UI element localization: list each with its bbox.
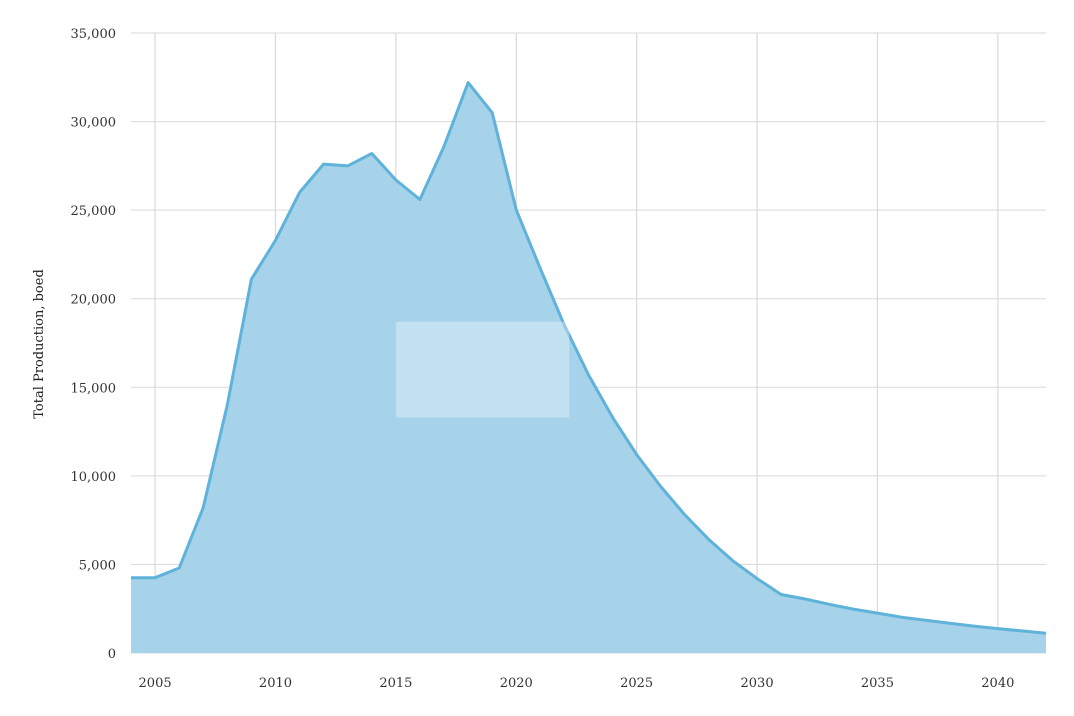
x-tick-label: 2005: [139, 676, 172, 691]
highlight-rect: [395, 321, 570, 418]
x-tick-label: 2015: [379, 676, 412, 691]
highlight-band: [395, 321, 570, 418]
x-tick-label: 2025: [620, 676, 653, 691]
x-axis-ticks: 2005 2010 2015 2020 2025 2030 2035 2040: [139, 676, 1015, 691]
area-fill: [131, 82, 1046, 654]
y-tick-label: 0: [108, 647, 116, 662]
x-tick-label: 2010: [259, 676, 292, 691]
y-tick-label: 35,000: [71, 27, 117, 42]
y-tick-label: 20,000: [71, 293, 117, 308]
area-series: [131, 81, 1047, 654]
series-line: [131, 81, 1047, 635]
y-tick-label: 10,000: [71, 470, 117, 485]
y-tick-label: 15,000: [71, 381, 117, 396]
y-axis-ticks: 0 5,000 10,000 15,000 20,000 25,000 30,000 35,0…: [71, 27, 117, 662]
x-tick-label: 2030: [741, 676, 774, 691]
y-tick-label: 25,000: [71, 204, 117, 219]
y-tick-label: 5,000: [79, 558, 116, 573]
x-tick-label: 2035: [861, 676, 894, 691]
x-tick-label: 2020: [500, 676, 533, 691]
y-tick-label: 30,000: [71, 116, 117, 131]
y-axis-title: Total Production, boed: [32, 269, 47, 419]
x-tick-label: 2040: [981, 676, 1014, 691]
